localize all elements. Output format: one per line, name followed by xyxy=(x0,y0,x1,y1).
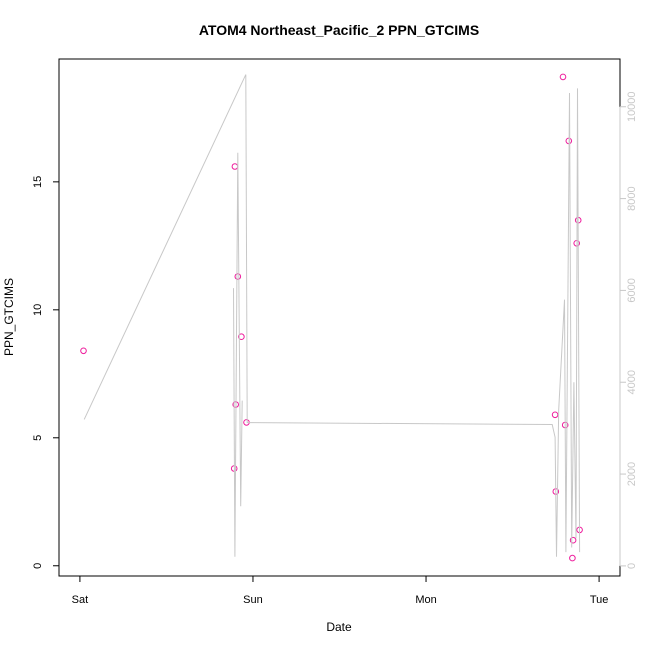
y-tick-label: 10 xyxy=(32,304,44,316)
data-point-5 xyxy=(238,333,245,341)
y-axis-label: PPN_GTCIMS xyxy=(2,278,16,356)
y-tick-label: 5 xyxy=(32,435,44,441)
y2-tick-label: 6000 xyxy=(626,278,638,302)
series-line-1 xyxy=(83,74,581,557)
x-tick-label: Sun xyxy=(243,594,263,606)
data-point-2 xyxy=(231,163,239,170)
x-tick-label: Mon xyxy=(415,594,436,606)
y2-tick-label: 2000 xyxy=(626,462,638,486)
data-point-0 xyxy=(80,347,87,355)
chart-axes: Sat Sun Mon Tue 0 5 10 15 0 2000 4000 6000 8000 10000 xyxy=(32,91,638,606)
y-tick-label: 15 xyxy=(32,176,44,188)
chart-title: ATOM4 Northeast_Pacific_2 PPN_GTCIMS xyxy=(199,22,479,38)
data-point-12 xyxy=(569,554,576,562)
data-point-13 xyxy=(569,536,577,544)
y2-tick-label: 4000 xyxy=(626,370,638,394)
y2-tick-label: 10000 xyxy=(626,91,638,122)
chart-marks xyxy=(80,73,583,562)
plot-frame xyxy=(58,58,621,577)
x-axis-label: Date xyxy=(326,620,352,634)
x-tick-label: Tue xyxy=(590,594,609,606)
y2-tick-label: 0 xyxy=(626,563,638,569)
data-point-9 xyxy=(559,73,567,81)
x-tick-label: Sat xyxy=(72,594,89,606)
y2-tick-label: 8000 xyxy=(626,186,638,210)
series-line-2 xyxy=(233,152,243,557)
data-point-4 xyxy=(234,273,242,280)
y-tick-label: 0 xyxy=(32,563,44,569)
data-point-7 xyxy=(551,411,559,419)
